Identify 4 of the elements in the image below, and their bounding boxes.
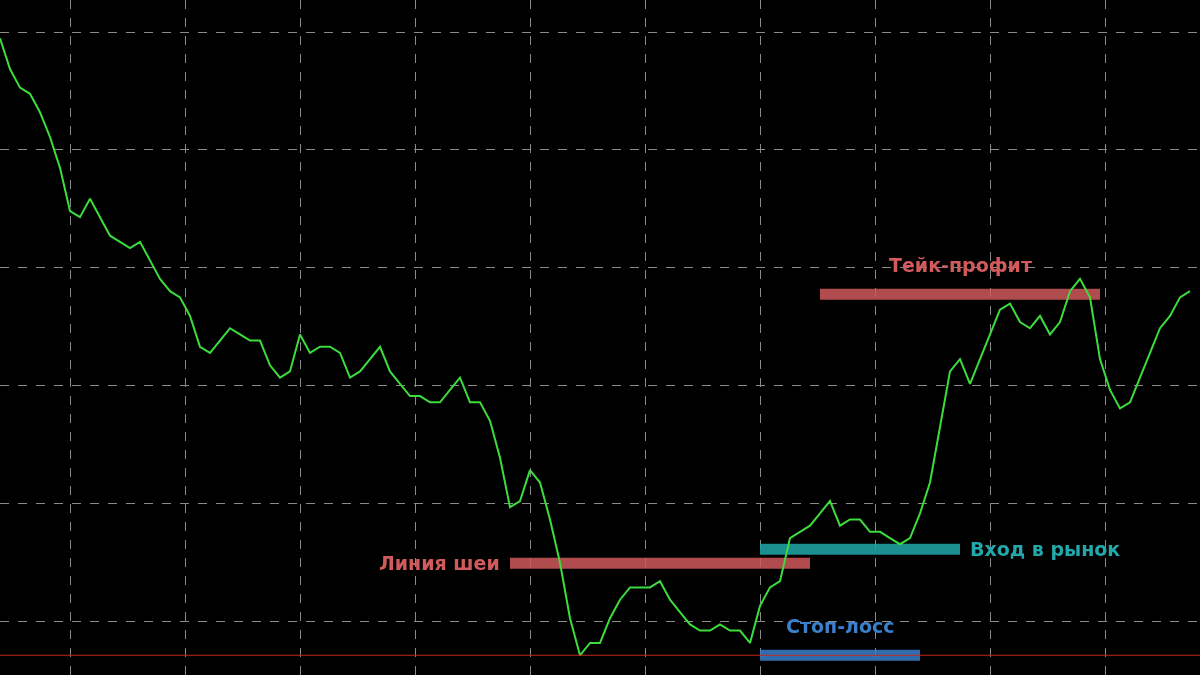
- series-label: Вход в рынок: [970, 538, 1121, 560]
- series-label: Стоп-лосс: [786, 615, 895, 637]
- series-label: Линия шеи: [379, 552, 500, 574]
- series-label: Тейк-профит: [889, 254, 1032, 276]
